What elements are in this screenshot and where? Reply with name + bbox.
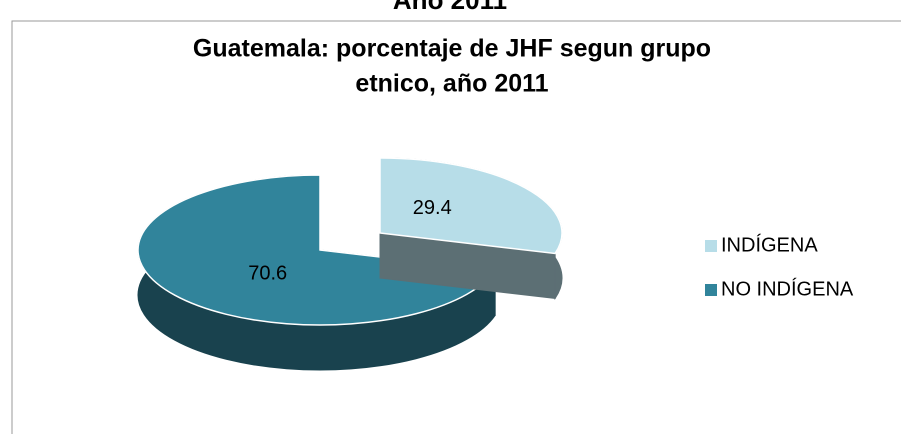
pie-slice (379, 157, 563, 301)
data-label: 29.4 (413, 197, 452, 219)
chart-title: etnico, año 2011 (355, 70, 548, 98)
data-label: 70.6 (248, 263, 287, 285)
slice-top (137, 174, 497, 326)
slice-top (379, 157, 563, 255)
legend-label: INDÍGENA (721, 233, 818, 256)
legend-label: NO INDÍGENA (721, 277, 854, 300)
legend-swatch (705, 240, 717, 252)
legend-swatch (705, 284, 717, 296)
chart-title: Guatemala: porcentaje de JHF segun grupo (193, 35, 711, 63)
legend: INDÍGENA NO INDÍGENA (705, 233, 854, 300)
page-header: Año 2011 (393, 0, 507, 15)
pie: 29.4 70.6 (137, 157, 563, 371)
